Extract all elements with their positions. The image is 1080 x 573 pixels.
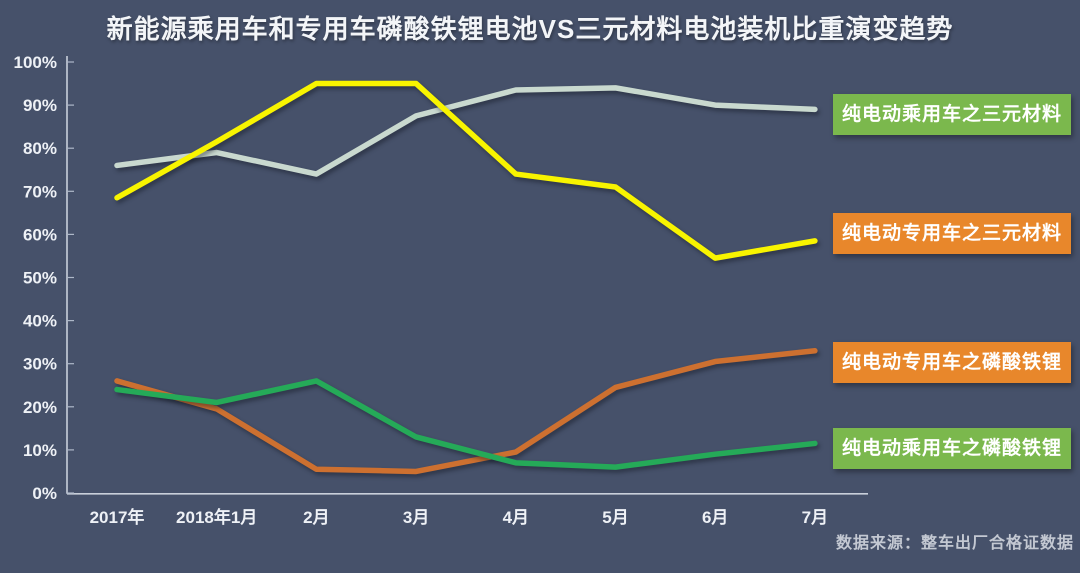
x-tick-label: 2017年 (90, 507, 145, 527)
y-tick-label: 50% (23, 269, 57, 288)
x-tick-label: 2月 (303, 508, 329, 527)
y-tick-label: 0% (32, 484, 57, 503)
y-tick-label: 80% (23, 139, 57, 158)
x-axis-labels: 2017年 2018年1月 2月 3月 4月 5月 6月 7月 (90, 507, 829, 527)
x-tick-label: 3月 (403, 508, 429, 527)
x-tick-label: 7月 (802, 508, 828, 527)
series-line-0 (114, 85, 818, 177)
x-tick-label: 6月 (702, 508, 728, 527)
chart-title: 新能源乘用车和专用车磷酸铁锂电池VS三元材料电池装机比重演变趋势 (106, 14, 954, 44)
series-line-3 (114, 378, 818, 470)
data-source-note: 数据来源：整车出厂合格证数据 (835, 535, 1074, 552)
y-tick-label: 100% (14, 53, 57, 72)
x-tick-label: 5月 (602, 508, 628, 527)
series-label-passenger-ternary: 纯电动乘用车之三元材料 (833, 94, 1071, 135)
series-label-passenger-lfp: 纯电动乘用车之磷酸铁锂 (833, 428, 1071, 469)
series-line-1 (114, 80, 818, 261)
series-lines (114, 80, 818, 475)
y-tick-label: 20% (23, 398, 57, 417)
y-tick-label: 30% (23, 355, 57, 374)
series-line-2 (114, 348, 818, 475)
y-tick-label: 40% (23, 312, 57, 331)
x-tick-label: 2018年1月 (176, 507, 257, 527)
series-label-special-lfp: 纯电动专用车之磷酸铁锂 (833, 342, 1071, 383)
series-label-special-ternary: 纯电动专用车之三元材料 (833, 213, 1071, 254)
y-tick-label: 70% (23, 182, 57, 201)
y-tick-label: 90% (23, 96, 57, 115)
y-axis-ticks: 0% 10% 20% 30% 40% 50% 60% 70% 80% 90% 100% (14, 53, 74, 503)
y-tick-label: 60% (23, 225, 57, 244)
x-tick-label: 4月 (503, 508, 529, 527)
y-tick-label: 10% (23, 441, 57, 460)
